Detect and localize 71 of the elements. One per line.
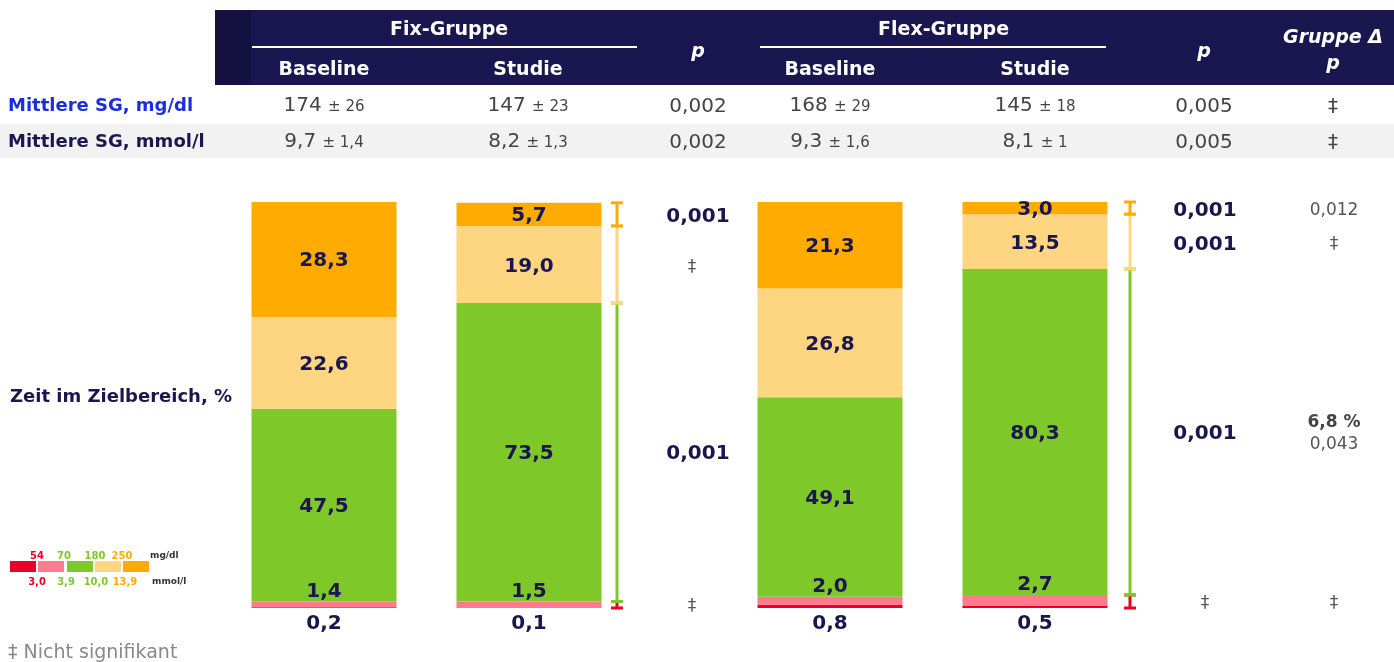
data-label: 13,5 — [1010, 229, 1060, 254]
text: 0,001 — [1173, 197, 1237, 221]
data-label: 73,5 — [504, 440, 554, 465]
annotation: ‡ — [687, 595, 697, 615]
text: 168 ± 29 — [788, 92, 872, 118]
data-label: 19,0 — [504, 252, 554, 277]
data-label: 80,3 — [1010, 420, 1060, 444]
text: p — [1326, 51, 1340, 73]
data-label: 1,4 — [306, 577, 342, 602]
text: 10,0 — [83, 575, 109, 587]
text: ‡ — [1328, 93, 1338, 117]
data-label: 26,8 — [805, 330, 855, 355]
text: Baseline — [784, 57, 876, 79]
text: ‡ — [1328, 129, 1338, 153]
data-label: 0,2 — [306, 610, 342, 634]
annotation: ‡ — [687, 256, 697, 276]
data-label: 22,6 — [299, 350, 349, 375]
text: p — [691, 39, 705, 61]
text: ‡ — [1329, 233, 1339, 253]
text: Gruppe Δ — [1283, 25, 1383, 47]
data-label: 28,3 — [299, 247, 349, 272]
data-label: 2,0 — [812, 572, 848, 597]
text: 0,002 — [669, 93, 727, 117]
text: 8,1 ± 1 — [1001, 128, 1069, 154]
text: p — [1197, 39, 1211, 61]
text: Mittlere SG, mmol/l — [8, 130, 205, 151]
text: 54 — [30, 549, 44, 561]
data-label: 5,7 — [511, 202, 547, 227]
text: ‡ Nicht signifikant — [8, 640, 178, 662]
text: mg/dl — [150, 550, 179, 560]
annotation: 0,001 — [666, 440, 730, 464]
text: 9,7 ± 1,4 — [283, 128, 365, 154]
data-label: 2,7 — [1017, 571, 1053, 596]
data-label: 3,0 — [1017, 196, 1053, 221]
y-axis-title: Zeit im Zielbereich, % — [10, 384, 233, 406]
text: Baseline — [278, 57, 370, 79]
text: ‡ — [1200, 592, 1210, 612]
text: 0,043 — [1309, 433, 1359, 453]
text: Mittlere SG, mg/dl — [8, 94, 194, 115]
text: 70 — [57, 549, 71, 561]
text: 147 ± 23 — [486, 92, 570, 118]
text: 0,012 — [1309, 199, 1359, 219]
text: 6,8 % — [1307, 411, 1361, 431]
text: 250 — [111, 549, 133, 561]
data-label: 1,5 — [511, 577, 547, 602]
data-label: 0,8 — [812, 610, 848, 634]
text: 180 — [84, 549, 106, 561]
text: mmol/l — [152, 576, 187, 586]
text: Flex-Gruppe — [878, 17, 1010, 39]
text: 0,005 — [1175, 93, 1233, 117]
text: ‡ — [1329, 592, 1339, 612]
text: 145 ± 18 — [993, 92, 1077, 118]
text: Fix-Gruppe — [390, 17, 509, 39]
data-label: 49,1 — [805, 484, 855, 509]
text: 0,002 — [669, 129, 727, 153]
data-label: 0,5 — [1017, 610, 1053, 634]
data-label: 21,3 — [805, 233, 855, 258]
text: Studie — [493, 57, 563, 79]
text: 174 ± 26 — [282, 92, 366, 118]
text: 8,2 ± 1,3 — [487, 128, 569, 154]
text: 3,0 — [28, 575, 46, 587]
text: 0,005 — [1175, 129, 1233, 153]
data-label: 0,1 — [511, 610, 547, 634]
data-label: 47,5 — [299, 493, 349, 518]
text: Studie — [1000, 57, 1070, 79]
text: 3,9 — [57, 575, 75, 587]
text: 0,001 — [1173, 231, 1237, 255]
text: 0,001 — [1173, 420, 1237, 444]
text: 9,3 ± 1,6 — [789, 128, 871, 154]
annotation: 0,001 — [666, 203, 730, 227]
text: 13,9 — [112, 575, 138, 587]
